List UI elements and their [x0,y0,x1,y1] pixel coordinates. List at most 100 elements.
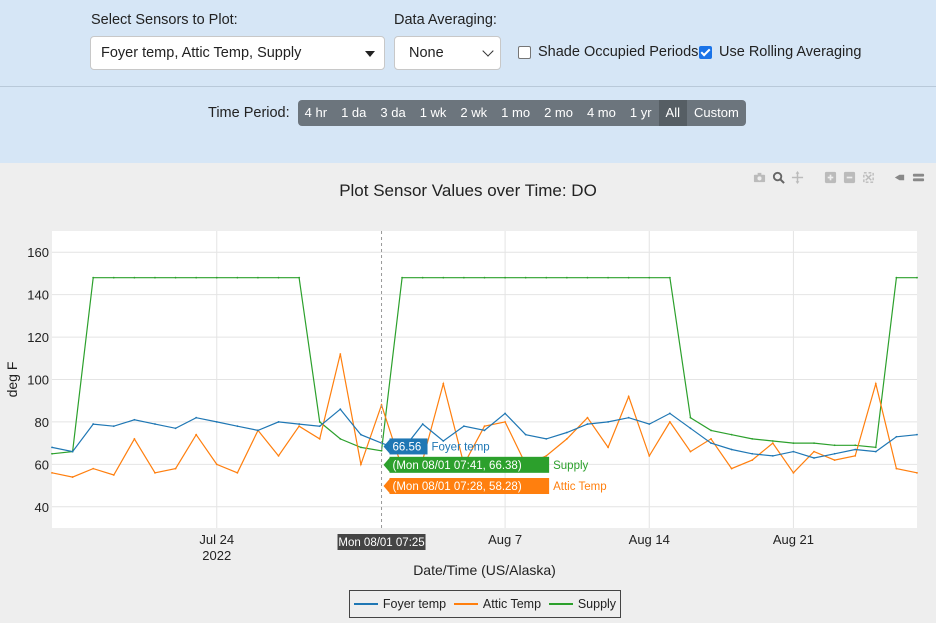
data-point [813,457,815,459]
data-point [215,276,218,279]
data-point [112,425,115,428]
data-point [215,421,218,423]
data-point [154,423,156,425]
data-point [813,442,815,445]
sensors-select[interactable]: Foyer temp, Attic Temp, Supply [90,36,385,70]
zoom-out-icon[interactable] [843,171,856,184]
data-point [504,412,506,415]
data-point [792,450,795,453]
data-point [586,423,589,425]
period-button-4-mo[interactable]: 4 mo [586,105,616,120]
averaging-select-value: None [409,45,444,61]
data-point [112,276,115,279]
period-button-2-mo[interactable]: 2 mo [544,105,573,120]
data-point [133,438,136,440]
data-point [92,276,95,279]
hover-tooltip-arrow [383,457,390,472]
zoom-icon[interactable] [772,171,785,184]
pan-icon[interactable] [791,171,804,184]
data-point [895,467,898,470]
data-point [421,276,424,279]
data-point [545,276,548,279]
data-point [154,471,156,474]
data-point [689,427,692,430]
checkbox-icon[interactable] [518,45,531,59]
data-point [916,433,918,436]
period-button-2-wk[interactable]: 2 wk [460,105,488,120]
data-point [483,429,486,432]
data-point [895,435,898,438]
caret-down-icon [365,51,375,57]
legend-label: Foyer temp [382,597,447,611]
data-point [751,452,754,455]
period-button-1-wk[interactable]: 1 wk [419,105,447,120]
data-point [92,467,95,470]
x-axis-title: Date/Time (US/Alaska) [413,562,556,578]
data-point [318,438,321,440]
data-point [215,463,218,466]
legend-item-foyer[interactable]: Foyer temp [353,597,447,611]
data-point [565,431,568,434]
data-point [607,446,609,449]
period-button-custom[interactable]: Custom [694,105,739,120]
data-point [463,276,465,279]
zoom-in-icon[interactable] [824,171,837,184]
hover-tooltip-arrow [383,479,390,494]
data-point [174,467,177,470]
period-button-1-da[interactable]: 1 da [341,105,367,120]
data-point [874,450,877,453]
data-point [916,276,918,279]
data-point [277,276,280,279]
shade-occupied-checkbox[interactable]: Shade Occupied Periods [518,44,698,60]
autoscale-icon[interactable] [862,171,875,184]
data-point [751,438,754,440]
y-tick-label: 120 [27,330,49,345]
data-point [71,476,74,478]
checkbox-checked-icon[interactable] [699,45,712,59]
reset-axes-icon[interactable] [893,171,906,184]
data-point [339,353,342,355]
legend-swatch [453,603,478,605]
data-point [833,452,836,455]
data-point [51,446,53,449]
y-tick-label: 140 [27,288,49,303]
data-point [236,276,239,279]
data-point [730,433,733,436]
data-point [195,433,198,436]
data-point [689,416,692,419]
hover-closest-icon[interactable] [912,171,925,184]
data-point [668,412,671,415]
hover-tooltip-value: (Mon 08/01 07:28, 58.28) [393,481,522,493]
averaging-select[interactable]: None [394,36,501,70]
data-point [916,471,918,474]
rolling-averaging-checkbox[interactable]: Use Rolling Averaging [699,44,861,60]
data-point [257,429,259,432]
data-point [360,433,362,436]
data-point [195,416,198,419]
period-button-4-hr[interactable]: 4 hr [304,105,328,120]
data-point [710,438,712,440]
data-point [648,276,651,279]
data-point [154,276,156,279]
data-point [607,421,609,423]
legend-label: Attic Temp [482,597,542,611]
period-button-1-mo[interactable]: 1 mo [501,105,531,120]
hover-tooltip-box [389,456,550,473]
camera-icon[interactable] [753,171,766,184]
legend-item-supply[interactable]: Supply [548,597,616,611]
period-button-all[interactable]: All [658,100,687,126]
data-point [463,425,465,428]
data-point [133,418,136,421]
legend-swatch [548,603,573,605]
period-button-3-da[interactable]: 3 da [380,105,406,120]
data-point [504,421,506,423]
sensors-select-value: Foyer temp, Attic Temp, Supply [101,45,302,61]
data-point [339,438,342,440]
data-point [236,471,239,474]
legend-item-attic[interactable]: Attic Temp [453,597,542,611]
period-button-1-yr[interactable]: 1 yr [629,105,652,120]
y-tick-label: 160 [27,245,49,260]
time-period-row: Time Period: 4 hr 1 da 3 da 1 wk 2 wk 1 mo 2 m… [208,100,746,126]
data-point [421,423,424,425]
